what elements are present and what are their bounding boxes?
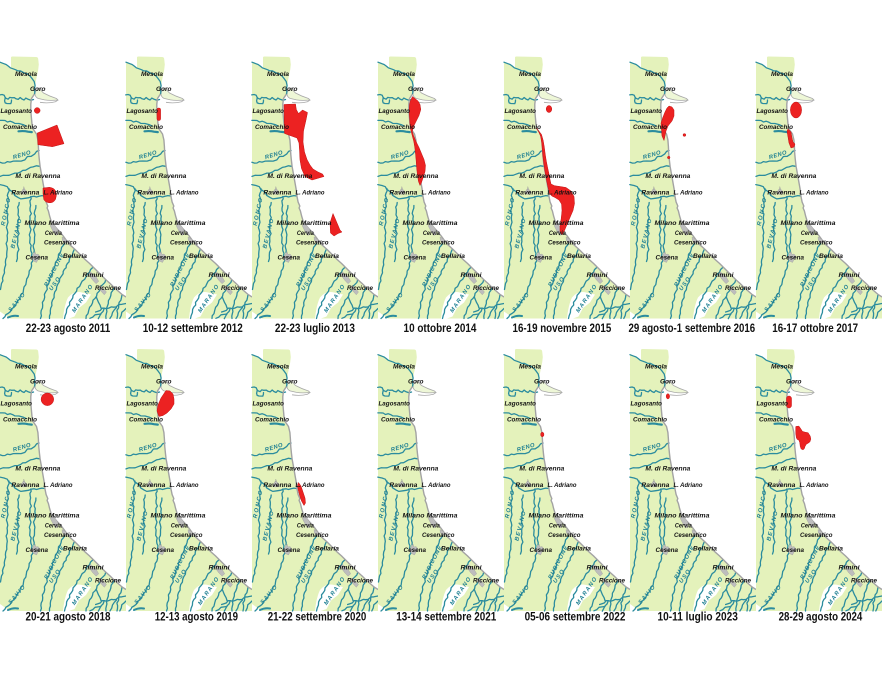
svg-text:05-06 settembre 2022: 05-06 settembre 2022 (525, 610, 626, 624)
svg-text:28-29 agosto 2024: 28-29 agosto 2024 (779, 610, 863, 624)
svg-text:12-13 agosto 2019: 12-13 agosto 2019 (155, 610, 238, 624)
svg-text:10-12 settembre 2012: 10-12 settembre 2012 (143, 321, 243, 335)
svg-text:10-11 luglio 2023: 10-11 luglio 2023 (658, 610, 738, 624)
svg-text:10 ottobre 2014: 10 ottobre 2014 (404, 321, 477, 335)
svg-text:22-23 luglio 2013: 22-23 luglio 2013 (275, 321, 355, 335)
svg-text:13-14 settembre 2021: 13-14 settembre 2021 (396, 610, 496, 624)
svg-text:20-21 agosto 2018: 20-21 agosto 2018 (26, 610, 111, 624)
svg-text:21-22 settembre 2020: 21-22 settembre 2020 (268, 610, 367, 624)
svg-text:29 agosto-1 settembre 2016: 29 agosto-1 settembre 2016 (629, 321, 756, 335)
svg-text:16-19 novembre 2015: 16-19 novembre 2015 (513, 321, 612, 335)
svg-text:22-23 agosto 2011: 22-23 agosto 2011 (26, 321, 111, 335)
svg-text:16-17 ottobre 2017: 16-17 ottobre 2017 (772, 321, 858, 335)
